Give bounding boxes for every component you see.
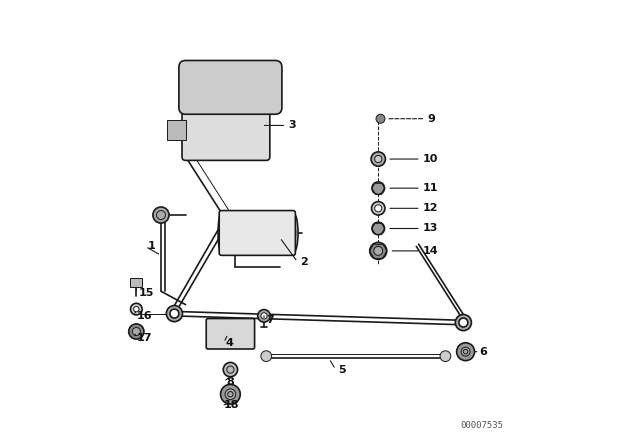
Text: 7: 7 [266, 315, 274, 325]
Text: 5: 5 [338, 365, 346, 375]
Circle shape [457, 343, 474, 361]
Text: 12: 12 [423, 203, 438, 213]
Circle shape [372, 222, 385, 235]
Circle shape [261, 313, 267, 319]
Circle shape [170, 309, 179, 318]
Circle shape [131, 303, 142, 315]
Ellipse shape [291, 221, 296, 245]
Text: 14: 14 [423, 246, 438, 256]
Circle shape [166, 306, 182, 322]
Circle shape [246, 119, 269, 141]
Text: 1: 1 [148, 241, 156, 251]
Circle shape [221, 384, 240, 404]
Circle shape [455, 314, 472, 331]
Circle shape [374, 155, 382, 163]
Circle shape [374, 246, 383, 255]
Ellipse shape [208, 66, 262, 82]
Text: 17: 17 [136, 333, 152, 343]
Text: 9: 9 [428, 114, 435, 124]
Circle shape [225, 389, 236, 400]
Text: 18: 18 [224, 401, 239, 410]
Text: 3: 3 [289, 121, 296, 130]
Text: 11: 11 [423, 183, 438, 193]
Circle shape [223, 362, 237, 377]
FancyBboxPatch shape [131, 278, 142, 287]
Circle shape [261, 351, 271, 362]
Circle shape [134, 306, 139, 312]
Text: 4: 4 [226, 338, 234, 348]
Text: 15: 15 [139, 289, 154, 298]
Circle shape [258, 310, 270, 322]
Circle shape [461, 347, 470, 356]
Ellipse shape [208, 75, 262, 90]
FancyBboxPatch shape [167, 120, 186, 140]
Circle shape [129, 324, 144, 339]
Text: 10: 10 [423, 154, 438, 164]
Text: 16: 16 [136, 311, 152, 321]
Circle shape [371, 202, 385, 215]
FancyBboxPatch shape [206, 319, 255, 349]
Circle shape [440, 351, 451, 362]
Circle shape [459, 318, 468, 327]
Circle shape [374, 205, 382, 212]
Text: 13: 13 [423, 224, 438, 233]
Circle shape [371, 152, 385, 166]
Text: 00007535: 00007535 [461, 421, 504, 430]
Text: 2: 2 [300, 257, 308, 267]
Circle shape [153, 207, 169, 223]
FancyBboxPatch shape [179, 60, 282, 114]
Text: 8: 8 [226, 377, 234, 387]
Circle shape [370, 242, 387, 259]
Text: 6: 6 [479, 347, 487, 357]
FancyBboxPatch shape [182, 99, 270, 160]
Ellipse shape [218, 213, 225, 253]
Circle shape [372, 182, 385, 194]
FancyBboxPatch shape [219, 211, 296, 255]
Circle shape [376, 114, 385, 123]
Ellipse shape [288, 213, 298, 253]
Circle shape [132, 327, 140, 336]
